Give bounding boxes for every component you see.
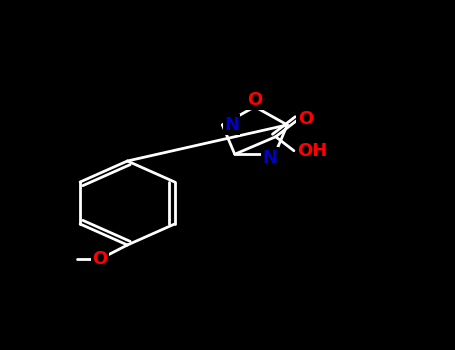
- Text: O: O: [298, 110, 313, 128]
- Text: OH: OH: [297, 142, 327, 160]
- Text: N: N: [263, 149, 278, 167]
- Text: N: N: [224, 116, 239, 134]
- Text: O: O: [92, 250, 108, 268]
- Text: O: O: [247, 91, 263, 109]
